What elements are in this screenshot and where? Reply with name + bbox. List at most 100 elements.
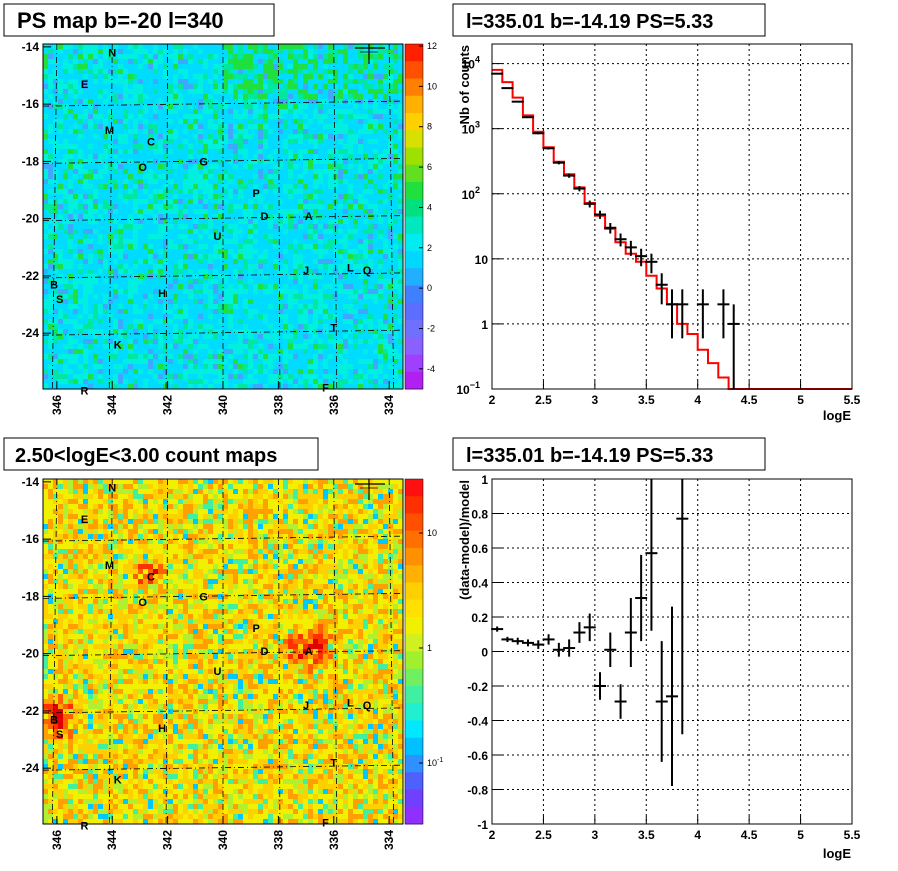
map-pixel: [168, 324, 174, 330]
map-pixel: [73, 324, 79, 330]
map-pixel: [258, 174, 264, 180]
map-pixel: [243, 209, 249, 215]
map-pixel: [273, 229, 279, 235]
map-pixel: [213, 234, 219, 240]
map-pixel: [203, 99, 209, 105]
map-pixel: [78, 74, 84, 80]
map-pixel: [378, 244, 384, 250]
map-pixel: [253, 164, 259, 170]
map-pixel: [353, 254, 359, 260]
map-pixel: [203, 189, 209, 195]
map-pixel: [198, 184, 204, 190]
map-pixel: [383, 309, 389, 315]
map-pixel: [173, 229, 179, 235]
map-pixel: [183, 69, 189, 75]
map-pixel: [348, 184, 354, 190]
map-pixel: [353, 239, 359, 245]
map-pixel: [393, 189, 399, 195]
map-pixel: [283, 279, 289, 285]
map-pixel: [308, 69, 314, 75]
map-pixel: [253, 334, 259, 340]
map-pixel: [178, 69, 184, 75]
map-pixel: [53, 349, 59, 355]
map-pixel: [183, 289, 189, 295]
map-pixel: [163, 119, 169, 125]
map-pixel: [168, 264, 174, 270]
map-pixel: [168, 259, 174, 265]
map-pixel: [103, 324, 109, 330]
map-pixel: [273, 184, 279, 190]
map-pixel: [338, 99, 344, 105]
map-pixel: [103, 109, 109, 115]
map-pixel: [248, 334, 254, 340]
map-pixel: [188, 329, 194, 335]
map-pixel: [143, 314, 149, 320]
map-pixel: [323, 104, 329, 110]
map-pixel: [288, 224, 294, 230]
map-pixel: [73, 74, 79, 80]
map-pixel: [303, 244, 309, 250]
map-pixel: [378, 229, 384, 235]
map-pixel: [253, 219, 259, 225]
map-pixel: [103, 49, 109, 55]
map-pixel: [328, 234, 334, 240]
map-pixel: [223, 154, 229, 160]
map-pixel: [148, 279, 154, 285]
map-pixel: [58, 194, 64, 200]
map-pixel: [178, 269, 184, 275]
map-pixel: [178, 344, 184, 350]
map-pixel: [383, 224, 389, 230]
map-pixel: [68, 234, 74, 240]
map-pixel: [283, 149, 289, 155]
map-pixel: [388, 109, 394, 115]
map-pixel: [238, 79, 244, 85]
map-pixel: [293, 74, 299, 80]
map-pixel: [168, 144, 174, 150]
map-pixel: [233, 224, 239, 230]
map-pixel: [218, 334, 224, 340]
map-pixel: [383, 244, 389, 250]
map-pixel: [393, 369, 399, 375]
map-pixel: [328, 354, 334, 360]
map-pixel: [273, 254, 279, 260]
map-pixel: [43, 239, 49, 245]
map-pixel: [123, 179, 129, 185]
map-pixel: [268, 374, 274, 380]
map-pixel: [273, 169, 279, 175]
map-pixel: [213, 169, 219, 175]
map-pixel: [88, 244, 94, 250]
map-pixel: [253, 244, 259, 250]
map-pixel: [173, 349, 179, 355]
map-pixel: [343, 144, 349, 150]
map-pixel: [398, 189, 404, 195]
map-pixel: [298, 329, 304, 335]
map-pixel: [168, 189, 174, 195]
map-pixel: [263, 289, 269, 295]
map-pixel: [103, 179, 109, 185]
map-pixel: [348, 199, 354, 205]
map-pixel: [358, 349, 364, 355]
map-pixel: [243, 74, 249, 80]
map-pixel: [113, 239, 119, 245]
map-pixel: [343, 299, 349, 305]
map-pixel: [63, 304, 69, 310]
map-pixel: [88, 304, 94, 310]
map-pixel: [278, 314, 284, 320]
map-pixel: [293, 164, 299, 170]
map-pixel: [118, 119, 124, 125]
map-pixel: [93, 354, 99, 360]
map-pixel: [128, 129, 134, 135]
map-pixel: [283, 244, 289, 250]
map-pixel: [78, 174, 84, 180]
map-pixel: [283, 384, 289, 390]
map-pixel: [313, 194, 319, 200]
map-pixel: [318, 364, 324, 370]
map-pixel: [103, 174, 109, 180]
map-pixel: [243, 104, 249, 110]
map-pixel: [93, 319, 99, 325]
map-pixel: [73, 134, 79, 140]
map-pixel: [198, 284, 204, 290]
map-pixel: [213, 344, 219, 350]
map-pixel: [88, 94, 94, 100]
map-pixel: [303, 379, 309, 385]
